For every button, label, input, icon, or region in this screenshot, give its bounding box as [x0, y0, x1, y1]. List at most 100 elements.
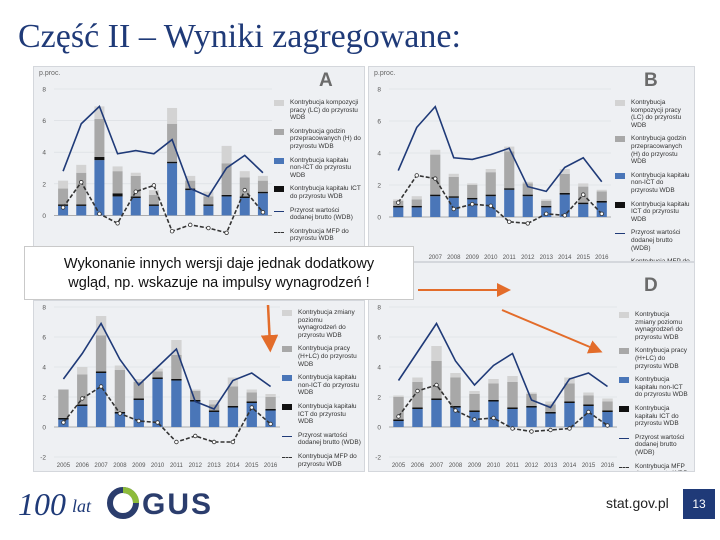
legend-swatch	[619, 405, 629, 412]
bar-segment	[148, 205, 159, 216]
bar-segment	[450, 373, 461, 378]
bar-segment	[171, 379, 182, 381]
bar-segment	[488, 401, 499, 427]
bar-segment	[94, 106, 105, 120]
x-tick-label: 2016	[601, 463, 615, 469]
legend-swatch	[282, 346, 292, 353]
legend-swatch	[619, 466, 629, 468]
bar-segment	[227, 406, 239, 408]
legend-swatch	[274, 210, 284, 212]
mfp-point	[133, 189, 138, 194]
bar-segment	[431, 400, 442, 427]
bar-segment	[257, 180, 268, 192]
y-tick-label: 6	[377, 119, 381, 126]
bar-segment	[393, 421, 404, 427]
bar-segment	[564, 403, 575, 427]
y-unit-label: p.proc.	[374, 70, 396, 77]
x-tick-label: 2010	[487, 463, 501, 469]
x-tick-label: 2014	[226, 463, 240, 469]
bar-segment	[412, 409, 423, 427]
mfp-point	[268, 421, 273, 427]
bar-segment	[526, 406, 537, 408]
mfp-point	[562, 213, 567, 218]
bar-segment	[411, 205, 422, 208]
bar-segment	[130, 175, 141, 197]
x-tick-label: 2011	[506, 463, 520, 469]
mfp-point	[155, 420, 160, 425]
bar-segment	[559, 173, 570, 193]
bar-segment	[203, 204, 214, 206]
footer-url[interactable]: stat.gov.pl	[606, 495, 669, 511]
legend-label: Kontrybucja kapitału ICT do przyrostu WD…	[631, 200, 690, 223]
legend-swatch	[619, 312, 629, 318]
legend-item: Kontrybucja kapitału non-ICT do przyrost…	[619, 376, 691, 399]
bar-segment	[545, 401, 556, 405]
chart-legend: Kontrybucja kompozycji pracy (LC) do prz…	[274, 99, 362, 249]
bar-segment	[602, 412, 613, 427]
y-tick-label: 0	[42, 213, 46, 220]
legend-item: Kontrybucja MFP do przyrostu WDB	[282, 453, 362, 468]
bar-segment	[208, 410, 220, 412]
legend-swatch	[274, 128, 284, 135]
bar-segment	[504, 189, 515, 217]
bar-segment	[522, 196, 533, 217]
x-tick-label: 2010	[151, 463, 165, 469]
x-tick-label: 2006	[411, 463, 425, 469]
mfp-point	[97, 211, 102, 217]
bar-segment	[95, 335, 107, 372]
bar-segment	[130, 172, 141, 176]
x-tick-label: 2015	[245, 463, 259, 469]
x-tick-label: 2008	[449, 463, 463, 469]
legend-label: Przyrost wartości dodanej brutto (WDB)	[635, 433, 685, 456]
bar-segment	[450, 406, 461, 408]
mfp-point	[451, 206, 456, 212]
bar-segment	[167, 161, 178, 164]
y-tick-label: 0	[377, 425, 381, 432]
mfp-point	[586, 409, 591, 415]
bar-segment	[208, 404, 220, 411]
mfp-point	[548, 427, 553, 433]
legend-item: Kontrybucja MFP do przyrostu WDB	[615, 258, 691, 261]
mfp-point	[414, 173, 419, 178]
y-tick-label: 2	[377, 183, 381, 190]
y-tick-label: 2	[42, 181, 46, 188]
bar-segment	[450, 407, 461, 427]
x-tick-label: 2013	[540, 255, 554, 261]
bar-segment	[488, 400, 499, 402]
bar-segment	[596, 191, 607, 201]
bar-segment	[522, 183, 533, 195]
bar-segment	[564, 383, 575, 402]
bar-segment	[583, 395, 594, 405]
legend-label: Kontrybucja pracy (H+LC) do przyrostu WD…	[298, 345, 357, 368]
bar-segment	[522, 194, 533, 197]
x-tick-label: 2007	[94, 463, 108, 469]
bar-segment	[578, 204, 589, 217]
callout-line-1: Wykonanie innych wersji daje jednak doda…	[63, 256, 375, 272]
mfp-point	[230, 439, 236, 445]
chart-legend: Kontrybucja kompozycji pracy (LC) do prz…	[615, 99, 691, 261]
legend-item: Przyrost wartości dodanej brutto (WDB)	[615, 229, 691, 252]
bar-segment	[393, 207, 404, 217]
y-tick-label: 6	[42, 118, 46, 125]
chart-a-svg: 0246820052006200720082009201020112012201…	[42, 87, 272, 259]
legend-swatch	[619, 348, 629, 355]
bar-segment	[564, 401, 575, 403]
legend-swatch	[615, 172, 625, 179]
bar-segment	[467, 197, 478, 200]
bar-segment	[76, 164, 87, 173]
bar-segment	[469, 394, 480, 411]
bar-segment	[133, 400, 144, 427]
bar-segment	[133, 398, 144, 400]
mfp-point	[472, 417, 477, 422]
panel-letter: B	[644, 70, 658, 91]
bar-segment	[545, 412, 556, 414]
legend-swatch	[282, 310, 292, 316]
legend-swatch	[282, 456, 292, 458]
mfp-series-line	[397, 174, 603, 225]
wdb-series-line	[397, 105, 603, 193]
gus-logo-icon	[107, 487, 139, 519]
bar-segment	[393, 205, 404, 208]
x-tick-label: 2009	[466, 255, 480, 261]
legend-swatch	[274, 100, 284, 106]
legend-swatch	[619, 377, 629, 384]
